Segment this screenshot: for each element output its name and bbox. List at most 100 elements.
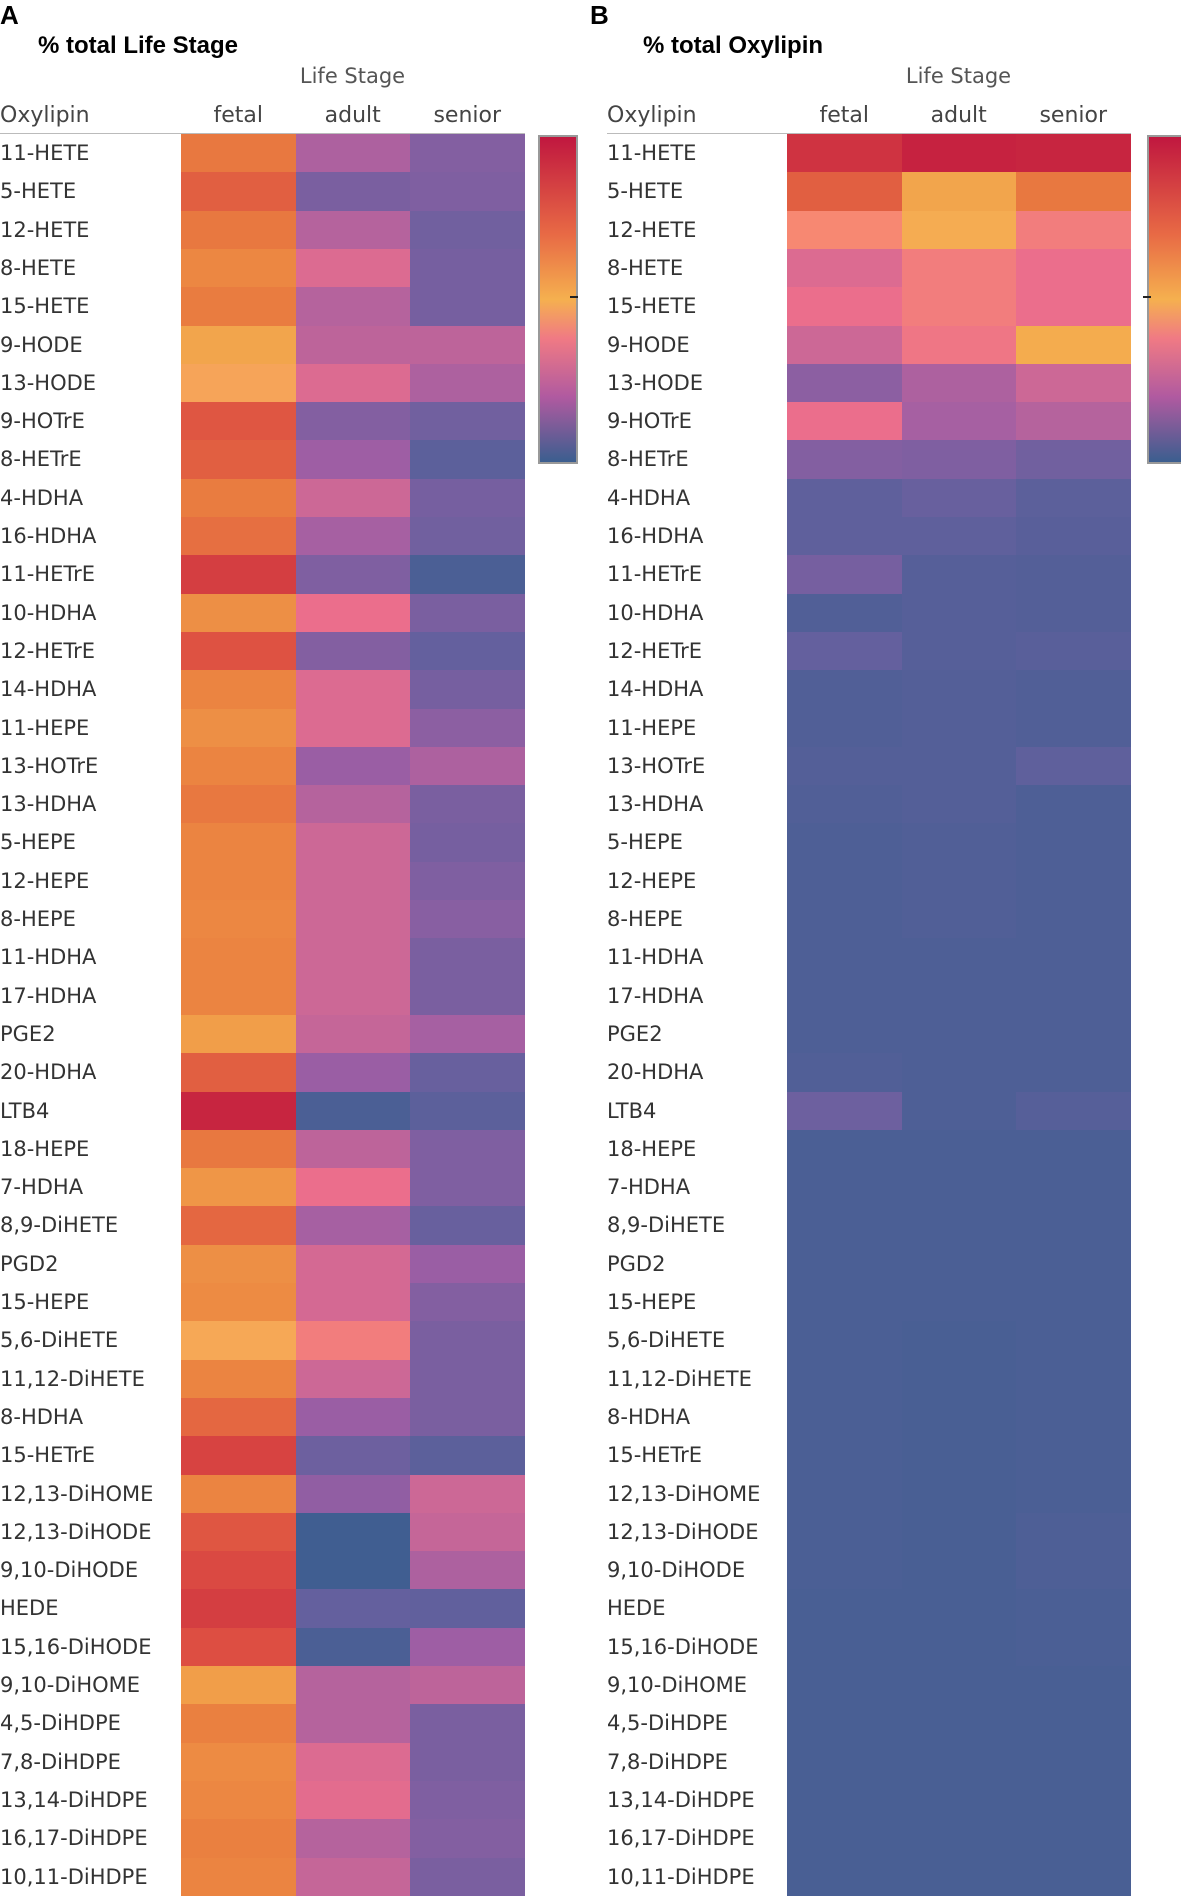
heatmap-cell (410, 1245, 525, 1284)
row-label: 13,14-DiHDPE (607, 1781, 755, 1819)
heatmap-cell (787, 440, 902, 479)
heatmap-cell (410, 1360, 525, 1399)
heatmap-cell (296, 1360, 411, 1399)
heatmap-cell (181, 440, 296, 479)
heatmap-cell (296, 785, 411, 824)
heatmap-cell (410, 1321, 525, 1360)
heatmap-cell (902, 938, 1017, 977)
heatmap-cell (181, 326, 296, 365)
row-label: PGE2 (607, 1015, 663, 1053)
heatmap-cell (1016, 823, 1131, 862)
row-label: 13,14-DiHDPE (0, 1781, 148, 1819)
row-label: 15-HETrE (607, 1436, 702, 1474)
row-label: 4,5-DiHDPE (607, 1704, 728, 1742)
heatmap-cell (410, 1666, 525, 1705)
heatmap-cell (410, 862, 525, 901)
heatmap-cell (296, 364, 411, 403)
row-label: 12-HETE (607, 211, 696, 249)
heatmap-cell (1016, 977, 1131, 1016)
heatmap-cell (296, 1781, 411, 1820)
row-header: Oxylipin (607, 103, 697, 128)
row-label: 13-HODE (0, 364, 96, 402)
panel-letter: A (0, 0, 19, 31)
heatmap-cell (787, 900, 902, 939)
heatmap-cell (410, 1206, 525, 1245)
heatmap-cell (181, 134, 296, 173)
heatmap-cell (296, 1168, 411, 1207)
row-label: 11-HETE (607, 134, 696, 172)
row-label: 5,6-DiHETE (607, 1321, 725, 1359)
heatmap-cell (1016, 1092, 1131, 1131)
heatmap-cell (181, 785, 296, 824)
heatmap-cell (787, 1628, 902, 1667)
heatmap-cell (787, 1475, 902, 1514)
heatmap-cell (1016, 1704, 1131, 1743)
heatmap-cell (902, 594, 1017, 633)
heatmap-cell (410, 326, 525, 365)
column-label-fetal: fetal (787, 103, 902, 128)
heatmap-cell (902, 1628, 1017, 1667)
heatmap-cell (1016, 1589, 1131, 1628)
heatmap-cell (902, 1245, 1017, 1284)
heatmap-cell (1016, 1283, 1131, 1322)
panel-b: B % total Oxylipin Life Stage Oxylipin 1… (590, 0, 1180, 1888)
heatmap-cell (410, 670, 525, 709)
row-label: 15-HETE (0, 287, 89, 325)
heatmap-cell (902, 134, 1017, 173)
row-label: 18-HEPE (607, 1130, 696, 1168)
heatmap-cell (902, 632, 1017, 671)
heatmap-cell (296, 938, 411, 977)
heatmap-cell (787, 823, 902, 862)
heatmap-cell (1016, 555, 1131, 594)
row-label: 9-HOTrE (0, 402, 85, 440)
heatmap-cell (1016, 172, 1131, 211)
legend-tick-b (1143, 296, 1151, 298)
heatmap-cell (181, 1858, 296, 1896)
heatmap-cell (181, 594, 296, 633)
heatmap-cell (902, 1168, 1017, 1207)
heatmap-cell (410, 1704, 525, 1743)
heatmap-cell (181, 1589, 296, 1628)
heatmap-cell (1016, 785, 1131, 824)
row-label: 20-HDHA (0, 1053, 96, 1091)
row-label: 12,13-DiHODE (0, 1513, 151, 1551)
heatmap-cell (1016, 594, 1131, 633)
heatmap-cell (410, 1781, 525, 1820)
heatmap-cell (410, 517, 525, 556)
heatmap-cell (181, 364, 296, 403)
heatmap-cell (181, 823, 296, 862)
row-label: 5-HETE (0, 172, 76, 210)
heatmap-cell (1016, 1781, 1131, 1820)
heatmap-cell (1016, 938, 1131, 977)
heatmap-cell (296, 1092, 411, 1131)
heatmap-cell (1016, 211, 1131, 250)
heatmap-cell (902, 1475, 1017, 1514)
heatmap-cell (181, 287, 296, 326)
heatmap-cell (787, 709, 902, 748)
row-label: 12-HETrE (607, 632, 702, 670)
heatmap-cell (296, 594, 411, 633)
heatmap-cell (296, 977, 411, 1016)
heatmap-cell (902, 326, 1017, 365)
heatmap-cell (902, 823, 1017, 862)
heatmap-cell (902, 1551, 1017, 1590)
heatmap-cell (181, 1475, 296, 1514)
heatmap-cell (787, 1743, 902, 1782)
heatmap-cell (787, 1206, 902, 1245)
heatmap-cell (1016, 134, 1131, 173)
heatmap-cell (1016, 1321, 1131, 1360)
heatmap-cell (296, 1704, 411, 1743)
panel-letter: B (590, 0, 609, 31)
heatmap-cell (296, 172, 411, 211)
heatmap-cell (1016, 1245, 1131, 1284)
row-label: 13-HDHA (607, 785, 703, 823)
heatmap-cell (902, 1781, 1017, 1820)
row-label: 11-HEPE (0, 709, 89, 747)
heatmap-cell (902, 1092, 1017, 1131)
heatmap-cell (410, 938, 525, 977)
row-label: 11-HETrE (0, 555, 95, 593)
heatmap-cell (787, 326, 902, 365)
heatmap-cell (410, 823, 525, 862)
row-label: 15,16-DiHODE (607, 1628, 758, 1666)
panel-a: A % total Life Stage Life Stage Oxylipin… (0, 0, 590, 1888)
